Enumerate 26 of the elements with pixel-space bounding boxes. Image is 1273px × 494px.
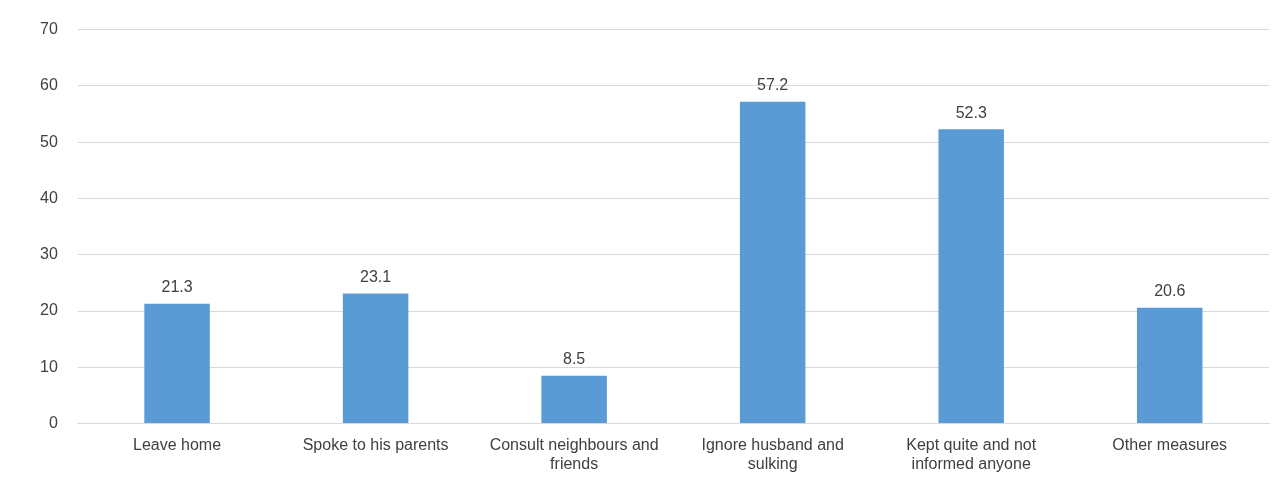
bar [739, 101, 806, 424]
data-label: 52.3 [955, 103, 987, 121]
x-tick-label: Spoke to his parents [302, 435, 449, 453]
y-tick-label: 0 [48, 414, 58, 432]
y-tick-label: 70 [40, 20, 58, 38]
y-tick-label: 50 [40, 132, 58, 150]
bar [342, 293, 409, 424]
x-tick-label: Leave home [133, 435, 222, 453]
bar [938, 129, 1004, 424]
y-tick-label: 30 [40, 245, 58, 263]
bar [144, 303, 210, 424]
y-tick-label: 10 [40, 357, 58, 375]
data-label: 21.3 [161, 278, 193, 296]
y-tick-label: 40 [40, 188, 58, 206]
data-label: 20.6 [1154, 282, 1186, 300]
x-tick-label: Ignore husband and sulking [701, 435, 844, 472]
data-label: 57.2 [757, 76, 789, 94]
bar [541, 375, 607, 424]
y-tick-label: 60 [40, 76, 58, 94]
data-label: 8.5 [563, 350, 586, 368]
x-tick-label: Consult neighbours and friends [489, 435, 659, 472]
y-tick-label: 20 [40, 301, 58, 319]
bar [1136, 307, 1203, 424]
data-label: 23.1 [360, 267, 392, 285]
x-tick-label: Other measures [1112, 435, 1228, 453]
x-tick-label: Kept quite and not informed anyone [906, 435, 1037, 472]
